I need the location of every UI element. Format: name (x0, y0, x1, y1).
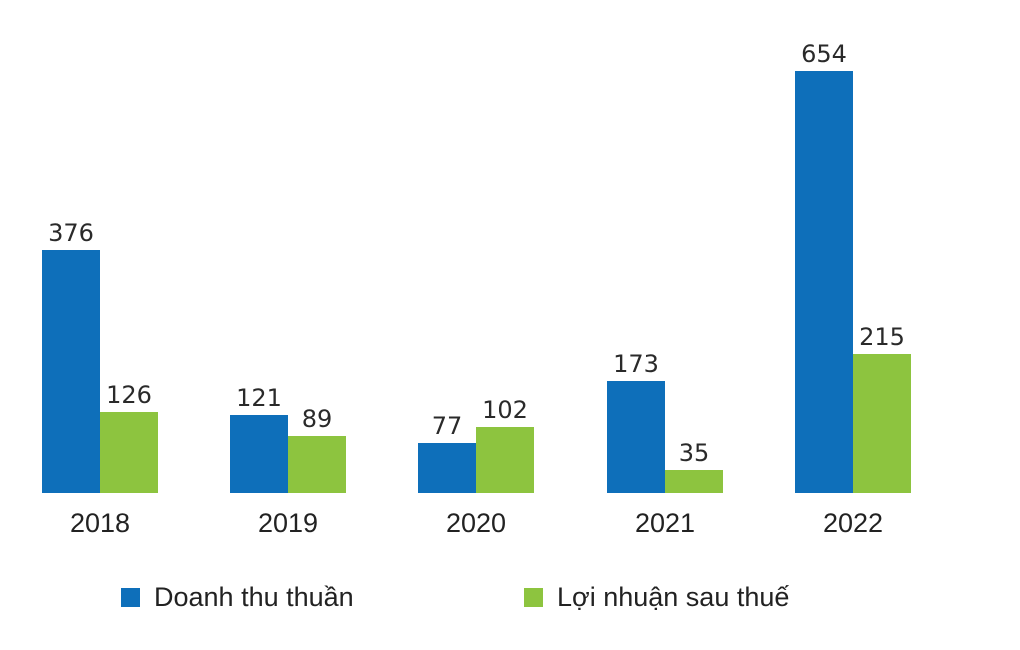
bar-profit-2020 (476, 427, 534, 493)
x-tick-label: 2021 (634, 508, 696, 538)
data-label: 376 (48, 219, 94, 247)
data-label: 654 (801, 40, 847, 68)
bar-profit-2018 (100, 412, 158, 493)
bar-revenue-2022 (795, 71, 853, 493)
legend-swatch-revenue (121, 588, 140, 607)
data-label: 215 (859, 323, 905, 351)
legend-item-profit: Lợi nhuận sau thuế (524, 582, 789, 613)
bar-profit-2022 (853, 354, 911, 493)
data-label: 35 (678, 439, 710, 467)
bar-revenue-2021 (607, 381, 665, 493)
x-tick-label: 2019 (257, 508, 319, 538)
bar-revenue-2018 (42, 250, 100, 493)
x-tick-label: 2018 (69, 508, 131, 538)
data-label: 77 (431, 412, 463, 440)
bar-revenue-2019 (230, 415, 288, 493)
legend-label-revenue: Doanh thu thuần (154, 582, 354, 612)
data-label: 126 (106, 381, 152, 409)
data-label: 102 (482, 396, 528, 424)
bar-revenue-2020 (418, 443, 476, 493)
data-label: 173 (613, 350, 659, 378)
legend-item-revenue: Doanh thu thuần (121, 582, 354, 613)
data-label: 89 (301, 405, 333, 433)
legend-swatch-profit (524, 588, 543, 607)
x-tick-label: 2022 (822, 508, 884, 538)
x-tick-label: 2020 (445, 508, 507, 538)
data-label: 121 (236, 384, 282, 412)
bar-profit-2021 (665, 470, 723, 493)
legend-label-profit: Lợi nhuận sau thuế (557, 582, 790, 612)
bar-profit-2019 (288, 436, 346, 493)
